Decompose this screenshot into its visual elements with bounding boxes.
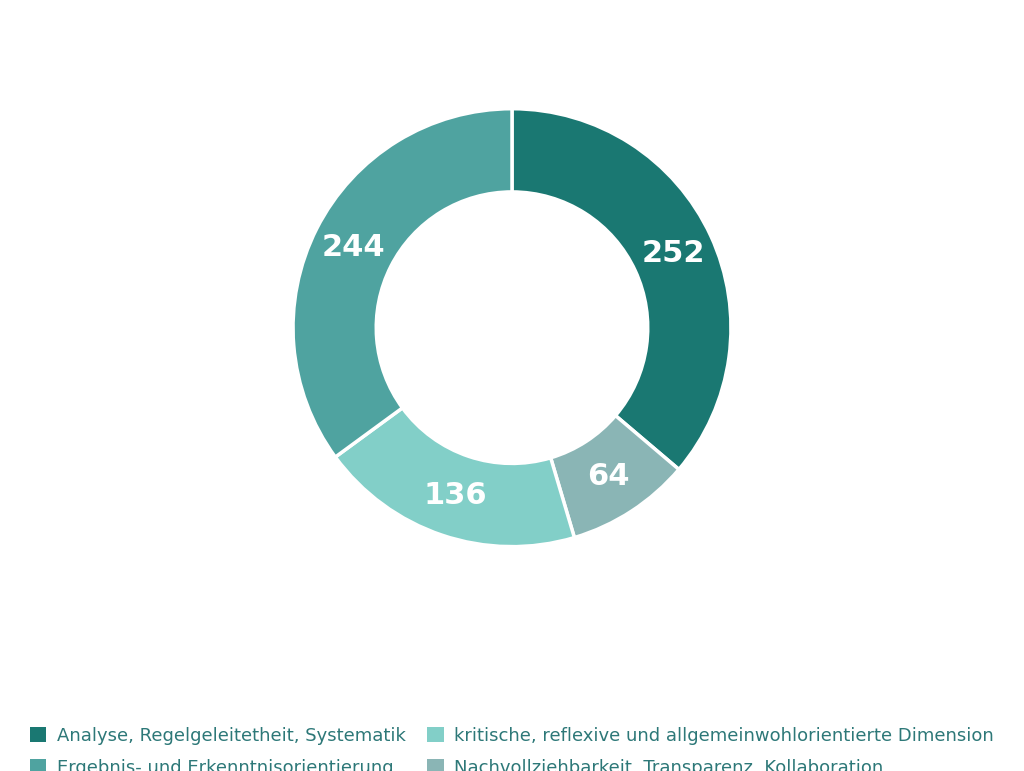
Text: 136: 136 [424,481,487,510]
Text: 252: 252 [641,239,705,268]
Legend: Analyse, Regelgeleitetheit, Systematik, Ergebnis- und Erkenntnisorientierung, kr: Analyse, Regelgeleitetheit, Systematik, … [23,720,1001,771]
Wedge shape [335,408,574,547]
Text: 244: 244 [322,233,386,262]
Wedge shape [512,109,731,470]
Wedge shape [551,416,679,537]
Text: 64: 64 [588,462,630,491]
Wedge shape [293,109,512,457]
